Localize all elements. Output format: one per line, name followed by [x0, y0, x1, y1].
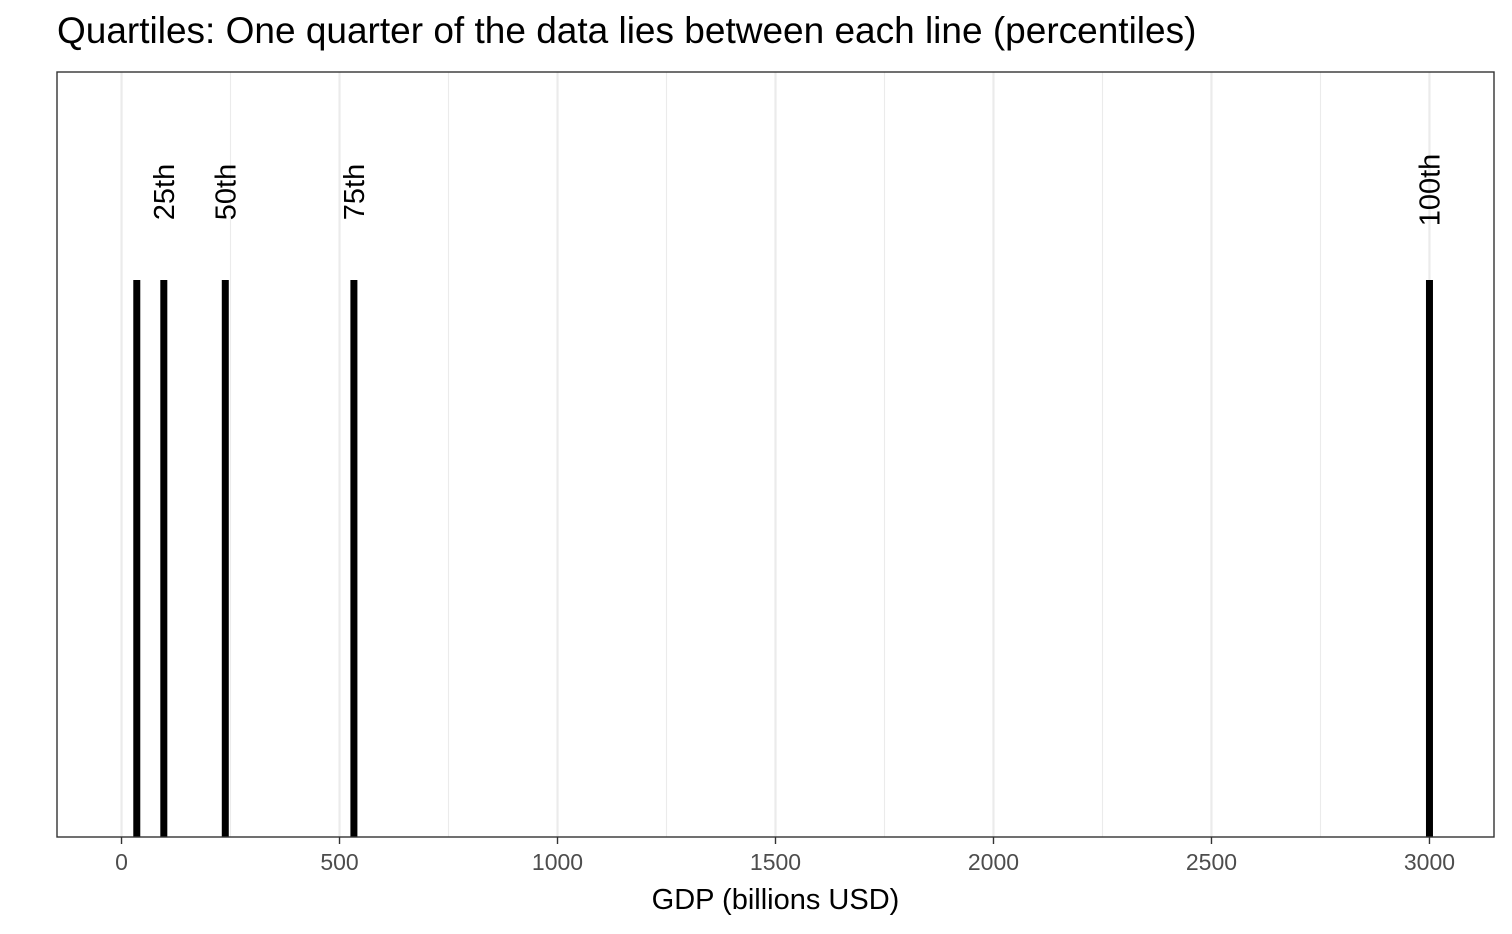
x-tick-label: 1500 [750, 849, 801, 875]
x-axis-ticks: 0 500 1000 1500 2000 2500 3000 [115, 837, 1455, 875]
percentile-labels: 25th 50th 75th 100th [149, 154, 1447, 227]
percentile-label: 25th [149, 164, 181, 220]
percentile-lines [133, 280, 1433, 837]
x-tick-label: 0 [115, 849, 128, 875]
grid-lines [120, 72, 1431, 837]
x-tick-label: 3000 [1404, 849, 1455, 875]
x-axis-title: GDP (billions USD) [652, 884, 900, 916]
x-tick-label: 2500 [1186, 849, 1237, 875]
x-tick-label: 1000 [532, 849, 583, 875]
chart-title: Quartiles: One quarter of the data lies … [57, 10, 1197, 51]
percentile-label: 50th [210, 164, 242, 220]
x-tick-label: 2000 [968, 849, 1019, 875]
percentile-label: 100th [1414, 154, 1446, 227]
percentile-label: 75th [339, 164, 371, 220]
x-tick-label: 500 [320, 849, 358, 875]
